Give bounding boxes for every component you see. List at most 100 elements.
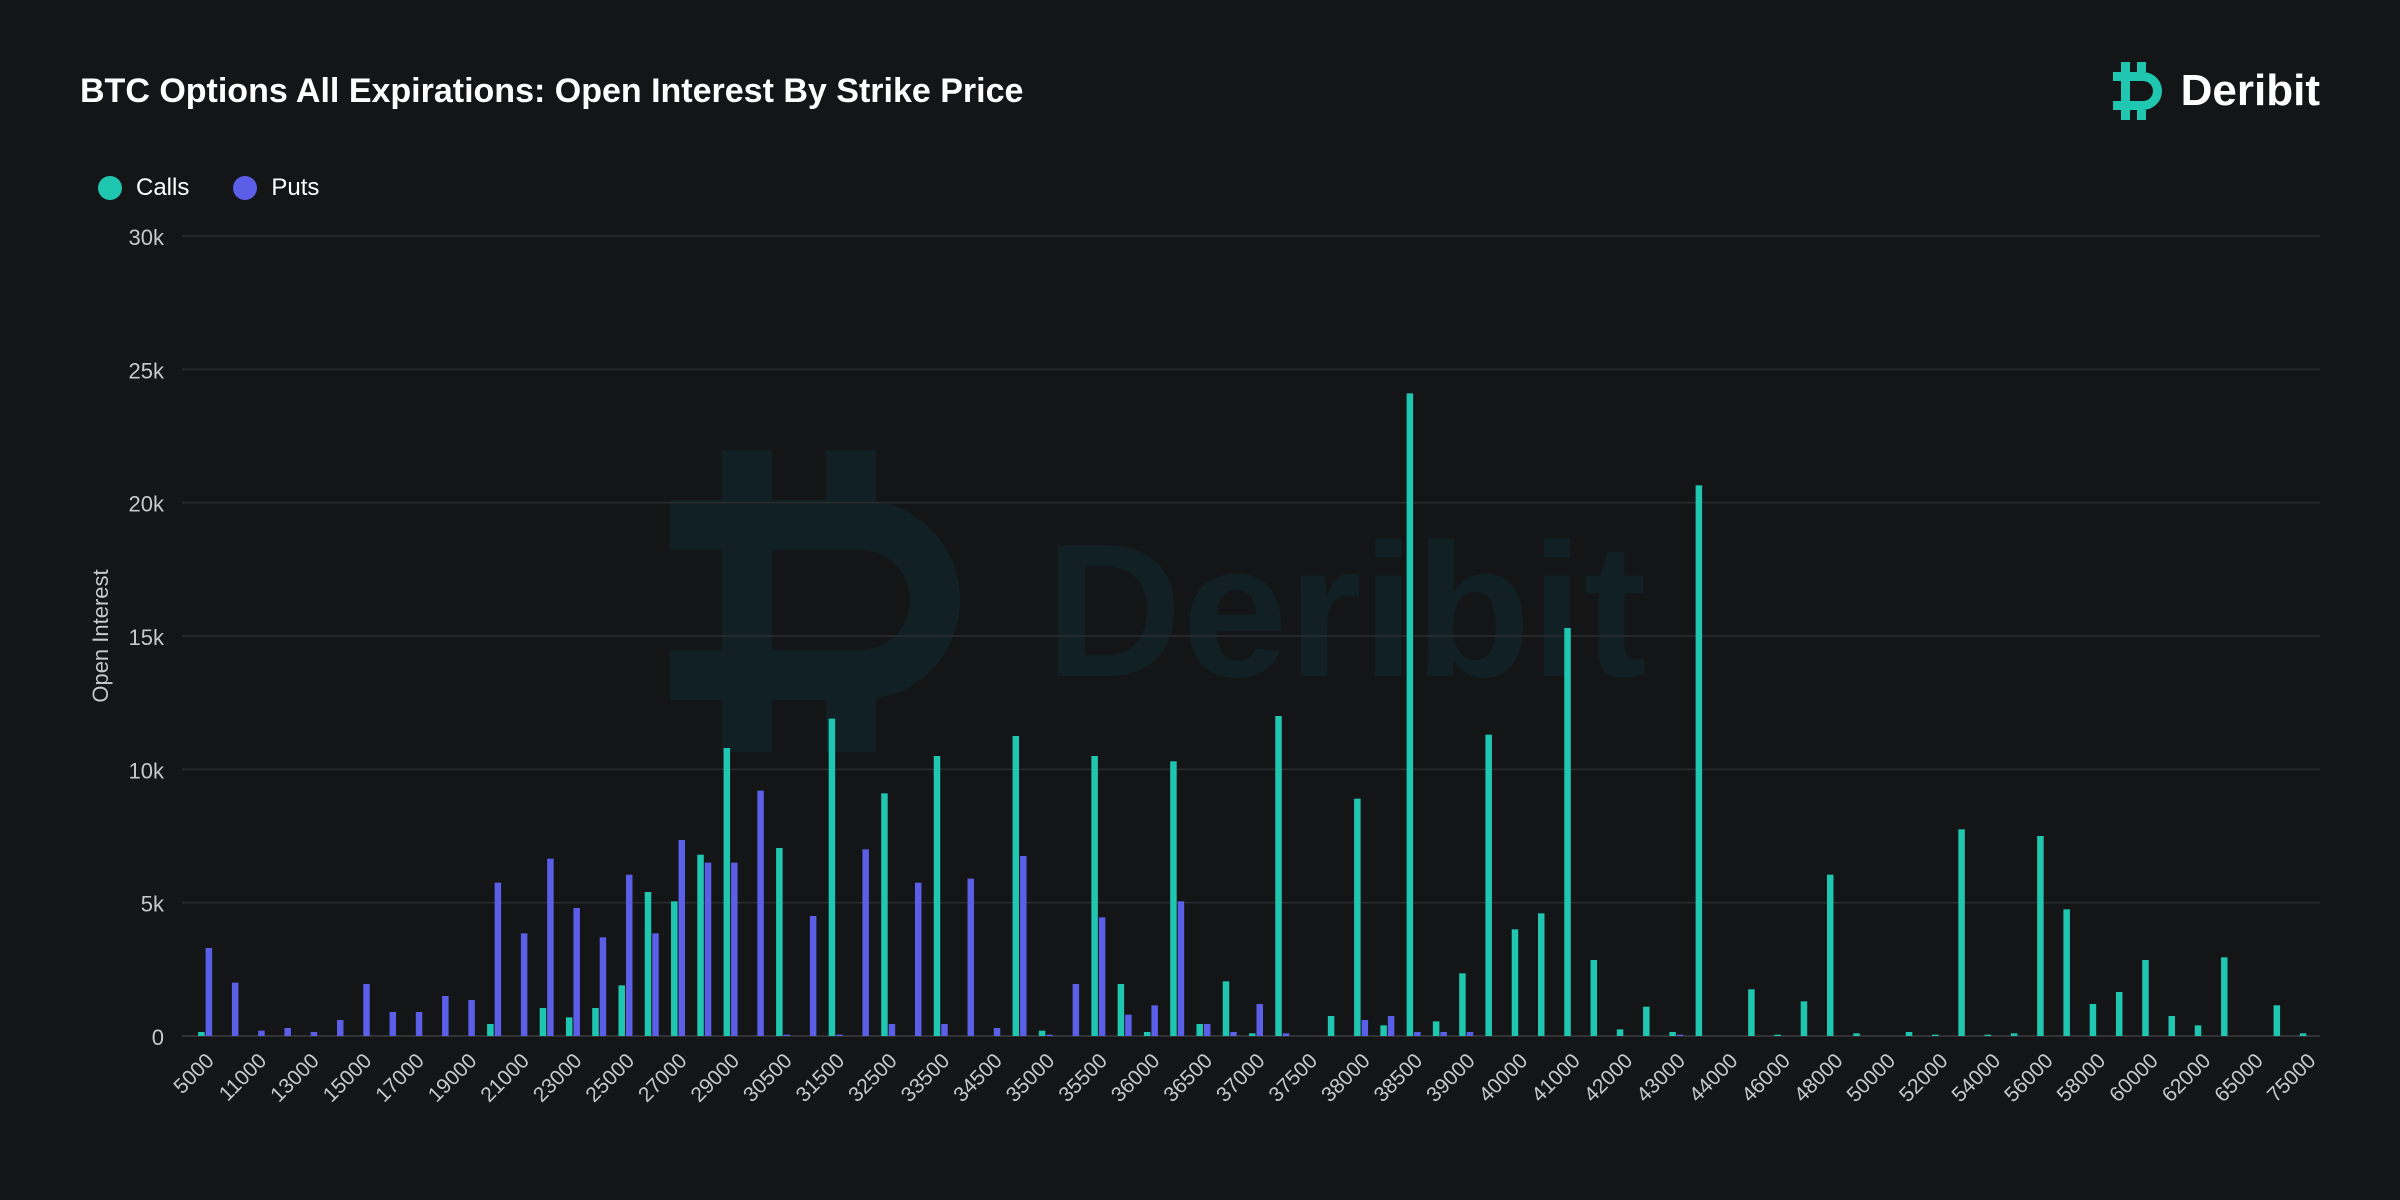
bar-calls[interactable]	[1459, 973, 1466, 1036]
bar-puts[interactable]	[1387, 1016, 1395, 1036]
bar-puts[interactable]	[1203, 1024, 1211, 1036]
bar-calls[interactable]	[1275, 716, 1282, 1036]
bar-calls[interactable]	[1511, 929, 1519, 1036]
bar-puts[interactable]	[888, 1024, 896, 1036]
bar-puts[interactable]	[967, 878, 975, 1036]
bar-puts[interactable]	[678, 840, 686, 1036]
bar-puts[interactable]	[336, 1020, 344, 1036]
bar-calls[interactable]	[2063, 909, 2070, 1036]
bar-puts[interactable]	[205, 948, 213, 1036]
bar-calls[interactable]	[1380, 1025, 1387, 1036]
bar-calls[interactable]	[1485, 734, 1492, 1036]
bar-puts[interactable]	[1466, 1032, 1474, 1036]
bar-calls[interactable]	[1590, 960, 1598, 1036]
bar-puts[interactable]	[1125, 1014, 1132, 1036]
bar-puts[interactable]	[757, 790, 764, 1036]
bar-calls[interactable]	[2194, 1025, 2202, 1036]
bar-calls[interactable]	[1117, 984, 1125, 1036]
bar-calls[interactable]	[1170, 761, 1177, 1036]
bar-puts[interactable]	[941, 1024, 948, 1036]
bar-calls[interactable]	[2010, 1033, 2018, 1036]
bar-calls[interactable]	[1327, 1016, 1335, 1036]
bar-puts[interactable]	[862, 849, 869, 1036]
bar-puts[interactable]	[1676, 1034, 1684, 1036]
bar-calls[interactable]	[1564, 628, 1571, 1036]
bar-puts[interactable]	[258, 1030, 265, 1036]
bar-calls[interactable]	[1748, 989, 1755, 1036]
bar-puts[interactable]	[1046, 1034, 1053, 1036]
bar-puts[interactable]	[231, 982, 239, 1036]
bar-calls[interactable]	[2037, 836, 2044, 1036]
bar-puts[interactable]	[1282, 1033, 1290, 1036]
bar-puts[interactable]	[625, 874, 633, 1036]
bar-puts[interactable]	[1230, 1032, 1237, 1036]
bar-calls[interactable]	[1249, 1033, 1256, 1036]
bar-puts[interactable]	[1072, 984, 1080, 1036]
bar-calls[interactable]	[2299, 1033, 2307, 1036]
bar-puts[interactable]	[1151, 1005, 1158, 1036]
legend-item-puts[interactable]: Puts	[233, 174, 319, 202]
bar-puts[interactable]	[415, 1012, 423, 1036]
brand-logo[interactable]: Deribit	[2111, 60, 2320, 122]
bar-calls[interactable]	[1932, 1034, 1939, 1036]
bar-calls[interactable]	[1406, 393, 1414, 1036]
bar-calls[interactable]	[776, 848, 783, 1036]
bar-calls[interactable]	[644, 892, 652, 1036]
bar-calls[interactable]	[1669, 1032, 1676, 1036]
bar-calls[interactable]	[618, 985, 625, 1036]
bar-puts[interactable]	[652, 933, 659, 1036]
bar-calls[interactable]	[723, 748, 731, 1036]
bar-puts[interactable]	[1256, 1004, 1264, 1036]
bar-calls[interactable]	[198, 1032, 205, 1036]
bar-puts[interactable]	[1414, 1032, 1421, 1036]
bar-calls[interactable]	[671, 901, 678, 1036]
bar-calls[interactable]	[1695, 485, 1703, 1036]
bar-puts[interactable]	[442, 996, 449, 1036]
bar-puts[interactable]	[547, 858, 554, 1036]
bar-calls[interactable]	[1091, 756, 1098, 1036]
bar-calls[interactable]	[1853, 1033, 1860, 1036]
bar-puts[interactable]	[389, 1012, 397, 1036]
bar-puts[interactable]	[1440, 1032, 1447, 1036]
bar-puts[interactable]	[809, 916, 817, 1036]
bar-puts[interactable]	[363, 984, 370, 1036]
bar-calls[interactable]	[1222, 981, 1230, 1036]
bar-calls[interactable]	[1354, 798, 1361, 1036]
bar-calls[interactable]	[2115, 992, 2123, 1036]
bar-calls[interactable]	[1826, 874, 1834, 1036]
bar-puts[interactable]	[310, 1032, 318, 1036]
bar-puts[interactable]	[284, 1028, 291, 1036]
bar-calls[interactable]	[1958, 829, 1965, 1036]
bar-puts[interactable]	[1020, 856, 1027, 1036]
bar-calls[interactable]	[1800, 1001, 1808, 1036]
bar-calls[interactable]	[592, 1008, 599, 1036]
bar-calls[interactable]	[1038, 1030, 1046, 1036]
bar-calls[interactable]	[1143, 1032, 1151, 1036]
bar-puts[interactable]	[1361, 1020, 1369, 1036]
bar-calls[interactable]	[2142, 960, 2149, 1036]
bar-calls[interactable]	[1643, 1006, 1650, 1036]
bar-puts[interactable]	[573, 908, 580, 1036]
bar-calls[interactable]	[2168, 1016, 2176, 1036]
bar-puts[interactable]	[783, 1034, 791, 1036]
bar-calls[interactable]	[1196, 1024, 1203, 1036]
bar-calls[interactable]	[881, 793, 888, 1036]
bar-calls[interactable]	[539, 1008, 547, 1036]
bar-calls[interactable]	[697, 854, 704, 1036]
bar-puts[interactable]	[468, 1000, 475, 1036]
bar-puts[interactable]	[1177, 901, 1185, 1036]
bar-calls[interactable]	[2089, 1004, 2097, 1036]
bar-calls[interactable]	[487, 1024, 494, 1036]
legend-item-calls[interactable]: Calls	[98, 174, 189, 202]
bar-calls[interactable]	[1432, 1021, 1440, 1036]
bar-puts[interactable]	[704, 862, 712, 1036]
bar-puts[interactable]	[914, 882, 922, 1036]
bar-calls[interactable]	[2273, 1005, 2281, 1036]
bar-calls[interactable]	[933, 756, 941, 1036]
bar-puts[interactable]	[520, 933, 528, 1036]
bar-puts[interactable]	[599, 937, 607, 1036]
bar-calls[interactable]	[1537, 913, 1545, 1036]
bar-calls[interactable]	[1984, 1034, 1992, 1036]
bar-puts[interactable]	[993, 1028, 1001, 1036]
bar-calls[interactable]	[1905, 1032, 1913, 1036]
